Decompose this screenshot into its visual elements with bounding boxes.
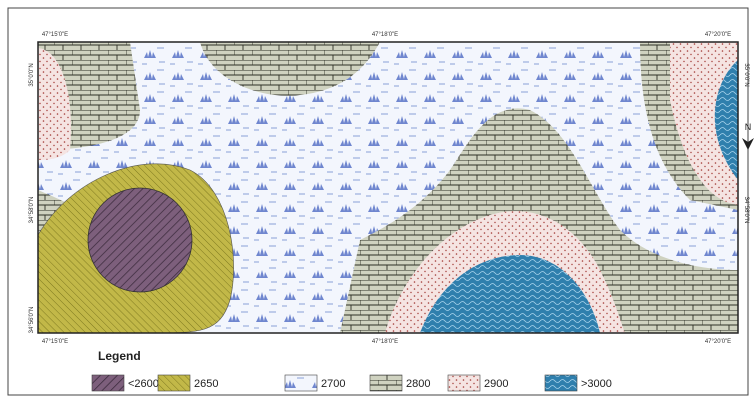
coord-label: 47°20'0"E: [705, 339, 731, 345]
zone-2600: [87, 187, 193, 293]
legend-label: 2650: [194, 378, 218, 390]
map-area: [38, 42, 738, 333]
legend-swatch: [91, 374, 125, 392]
coord-label: 35°0'0"N: [743, 63, 749, 86]
legend-label: 2700: [321, 378, 345, 390]
coord-label: 35°0'0"N: [29, 63, 35, 86]
legend-swatch: [544, 374, 578, 392]
legend-title: Legend: [98, 349, 141, 363]
zone-2900: [38, 48, 71, 160]
zone-2900: [670, 42, 738, 205]
coord-label: 47°15'0"E: [42, 32, 68, 38]
zone-3000: [714, 60, 738, 180]
north-arrow: [742, 138, 754, 150]
coord-label: 47°18'0"E: [372, 32, 398, 38]
coord-label: 47°15'0"E: [42, 339, 68, 345]
map-frame: [37, 41, 739, 334]
coord-label: 34°58'0"N: [743, 197, 749, 224]
coord-label: 47°18'0"E: [372, 339, 398, 345]
coord-label: 34°58'0"N: [29, 197, 35, 224]
legend-label: 2900: [484, 378, 508, 390]
legend-swatch: [157, 374, 191, 392]
legend-label: <2600: [128, 378, 159, 390]
legend-label: 2800: [406, 378, 430, 390]
legend-swatch: [284, 374, 318, 392]
legend-swatch: [447, 374, 481, 392]
coord-label: 47°20'0"E: [705, 32, 731, 38]
coord-label: 34°56'0"N: [29, 307, 35, 334]
legend-label: >3000: [581, 378, 612, 390]
north-label: N: [745, 122, 752, 132]
zone-3000: [420, 255, 600, 333]
legend-swatch: [369, 374, 403, 392]
